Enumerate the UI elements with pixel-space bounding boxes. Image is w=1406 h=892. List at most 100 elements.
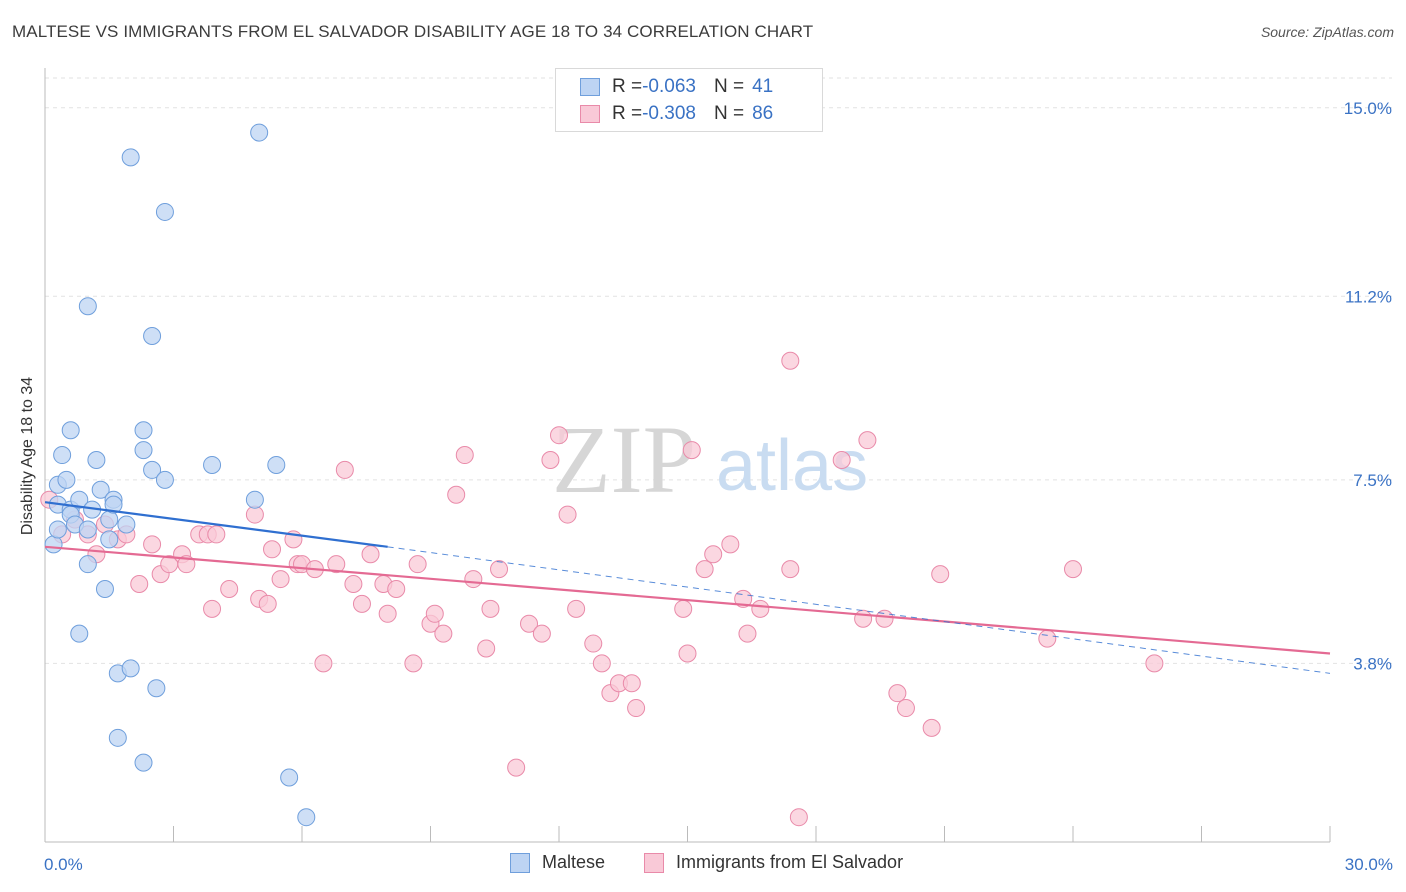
el-salvador-point bbox=[789, 808, 808, 827]
maltese-point bbox=[48, 520, 67, 539]
el-salvador-point bbox=[335, 460, 354, 479]
el-salvador-point bbox=[704, 545, 723, 564]
axes bbox=[44, 68, 1331, 843]
series-legend: Maltese Immigrants from El Salvador bbox=[0, 850, 1406, 878]
el-salvador-point bbox=[584, 634, 603, 653]
data-points bbox=[40, 123, 1164, 827]
source-label: Source: ZipAtlas.com bbox=[1260, 24, 1394, 40]
maltese-point bbox=[147, 679, 166, 698]
maltese-point bbox=[155, 202, 174, 221]
maltese-point bbox=[61, 421, 80, 440]
maltese-point bbox=[134, 421, 153, 440]
y-tick-label: 7.5% bbox=[1353, 471, 1392, 490]
el-salvador-point bbox=[931, 565, 950, 584]
x-tick-label: 30.0% bbox=[1345, 855, 1393, 874]
maltese-point bbox=[100, 510, 119, 529]
n-label: N = bbox=[713, 76, 745, 97]
el-salvador-point bbox=[1145, 654, 1164, 673]
el-salvador-point bbox=[1038, 629, 1057, 648]
watermark: ZIP atlas bbox=[552, 406, 868, 513]
maltese-point bbox=[134, 441, 153, 460]
maltese-point bbox=[143, 460, 162, 479]
el-salvador-point bbox=[541, 451, 560, 469]
el-salvador-point bbox=[258, 594, 277, 613]
el-salvador-point bbox=[738, 624, 757, 643]
maltese-point bbox=[203, 455, 222, 474]
maltese-point bbox=[78, 297, 97, 316]
el-salvador-n-value: 86 bbox=[752, 103, 774, 124]
maltese-point bbox=[53, 446, 72, 465]
n-label: N = bbox=[713, 103, 745, 124]
trend-lines bbox=[44, 501, 1331, 674]
maltese-n-value: 41 bbox=[752, 76, 774, 97]
maltese-point bbox=[91, 480, 110, 499]
y-tick-label: 15.0% bbox=[1344, 99, 1392, 118]
el-salvador-point bbox=[378, 604, 397, 623]
maltese-legend-swatch bbox=[510, 852, 530, 873]
el-salvador-point bbox=[567, 599, 586, 618]
el-salvador-point bbox=[888, 684, 907, 703]
el-salvador-point bbox=[425, 604, 444, 623]
el-salvador-point bbox=[520, 614, 539, 633]
maltese-point bbox=[297, 808, 316, 827]
maltese-point bbox=[108, 728, 127, 747]
maltese-point bbox=[155, 470, 174, 489]
el-salvador-point bbox=[721, 535, 740, 554]
el-salvador-r-value: -0.308 bbox=[642, 103, 696, 124]
el-salvador-point bbox=[592, 654, 611, 673]
legend-item-el-salvador[interactable]: Immigrants from El Salvador bbox=[644, 852, 903, 873]
el-salvador-point bbox=[507, 758, 526, 777]
el-salvador-point bbox=[734, 589, 753, 608]
el-salvador-point bbox=[387, 579, 406, 598]
el-salvador-point bbox=[143, 535, 162, 554]
gridlines bbox=[45, 77, 1392, 664]
el-salvador-point bbox=[408, 555, 427, 574]
el-salvador-point bbox=[627, 699, 646, 718]
el-salvador-point bbox=[922, 718, 941, 737]
el-salvador-point bbox=[781, 560, 800, 579]
el-salvador-legend-label: Immigrants from El Salvador bbox=[676, 852, 904, 872]
legend-item-maltese[interactable]: Maltese bbox=[510, 852, 605, 873]
maltese-point bbox=[134, 753, 153, 772]
maltese-point bbox=[87, 451, 106, 469]
maltese-point bbox=[70, 624, 89, 643]
maltese-point bbox=[245, 490, 264, 509]
el-salvador-point bbox=[464, 570, 483, 589]
legend-row-el-salvador: R = -0.308 N = 86 bbox=[580, 102, 773, 126]
maltese-point bbox=[143, 326, 162, 345]
maltese-point bbox=[121, 659, 140, 678]
y-axis-label: Disability Age 18 to 34 bbox=[19, 376, 36, 536]
el-salvador-point bbox=[896, 699, 915, 718]
r-label: R = bbox=[612, 103, 643, 124]
el-salvador-point bbox=[875, 609, 894, 628]
chart-title: MALTESE VS IMMIGRANTS FROM EL SALVADOR D… bbox=[12, 22, 814, 41]
el-salvador-point bbox=[327, 555, 346, 574]
y-tick-label: 11.2% bbox=[1345, 287, 1392, 306]
r-label: R = bbox=[612, 76, 643, 97]
el-salvador-legend-swatch bbox=[644, 852, 664, 873]
el-salvador-point bbox=[550, 426, 568, 445]
el-salvador-point bbox=[220, 579, 239, 598]
el-salvador-point bbox=[682, 441, 701, 460]
maltese-point bbox=[78, 555, 97, 574]
el-salvador-point bbox=[477, 639, 496, 658]
maltese-legend-label: Maltese bbox=[542, 852, 606, 872]
y-tick-label: 3.8% bbox=[1353, 654, 1392, 673]
el-salvador-point bbox=[344, 575, 363, 594]
watermark-zip: ZIP bbox=[552, 406, 696, 513]
el-salvador-point bbox=[832, 451, 851, 469]
el-salvador-point bbox=[858, 431, 877, 450]
el-salvador-point bbox=[455, 446, 474, 465]
el-salvador-point bbox=[781, 351, 800, 370]
maltese-trend-line bbox=[44, 501, 388, 548]
el-salvador-point bbox=[130, 575, 149, 594]
maltese-point bbox=[70, 490, 89, 509]
el-salvador-point bbox=[314, 654, 333, 673]
maltese-point bbox=[121, 148, 140, 167]
maltese-point bbox=[44, 535, 63, 554]
el-salvador-point bbox=[207, 525, 226, 544]
el-salvador-swatch bbox=[580, 105, 600, 123]
maltese-point bbox=[57, 470, 76, 489]
el-salvador-point bbox=[695, 560, 714, 579]
